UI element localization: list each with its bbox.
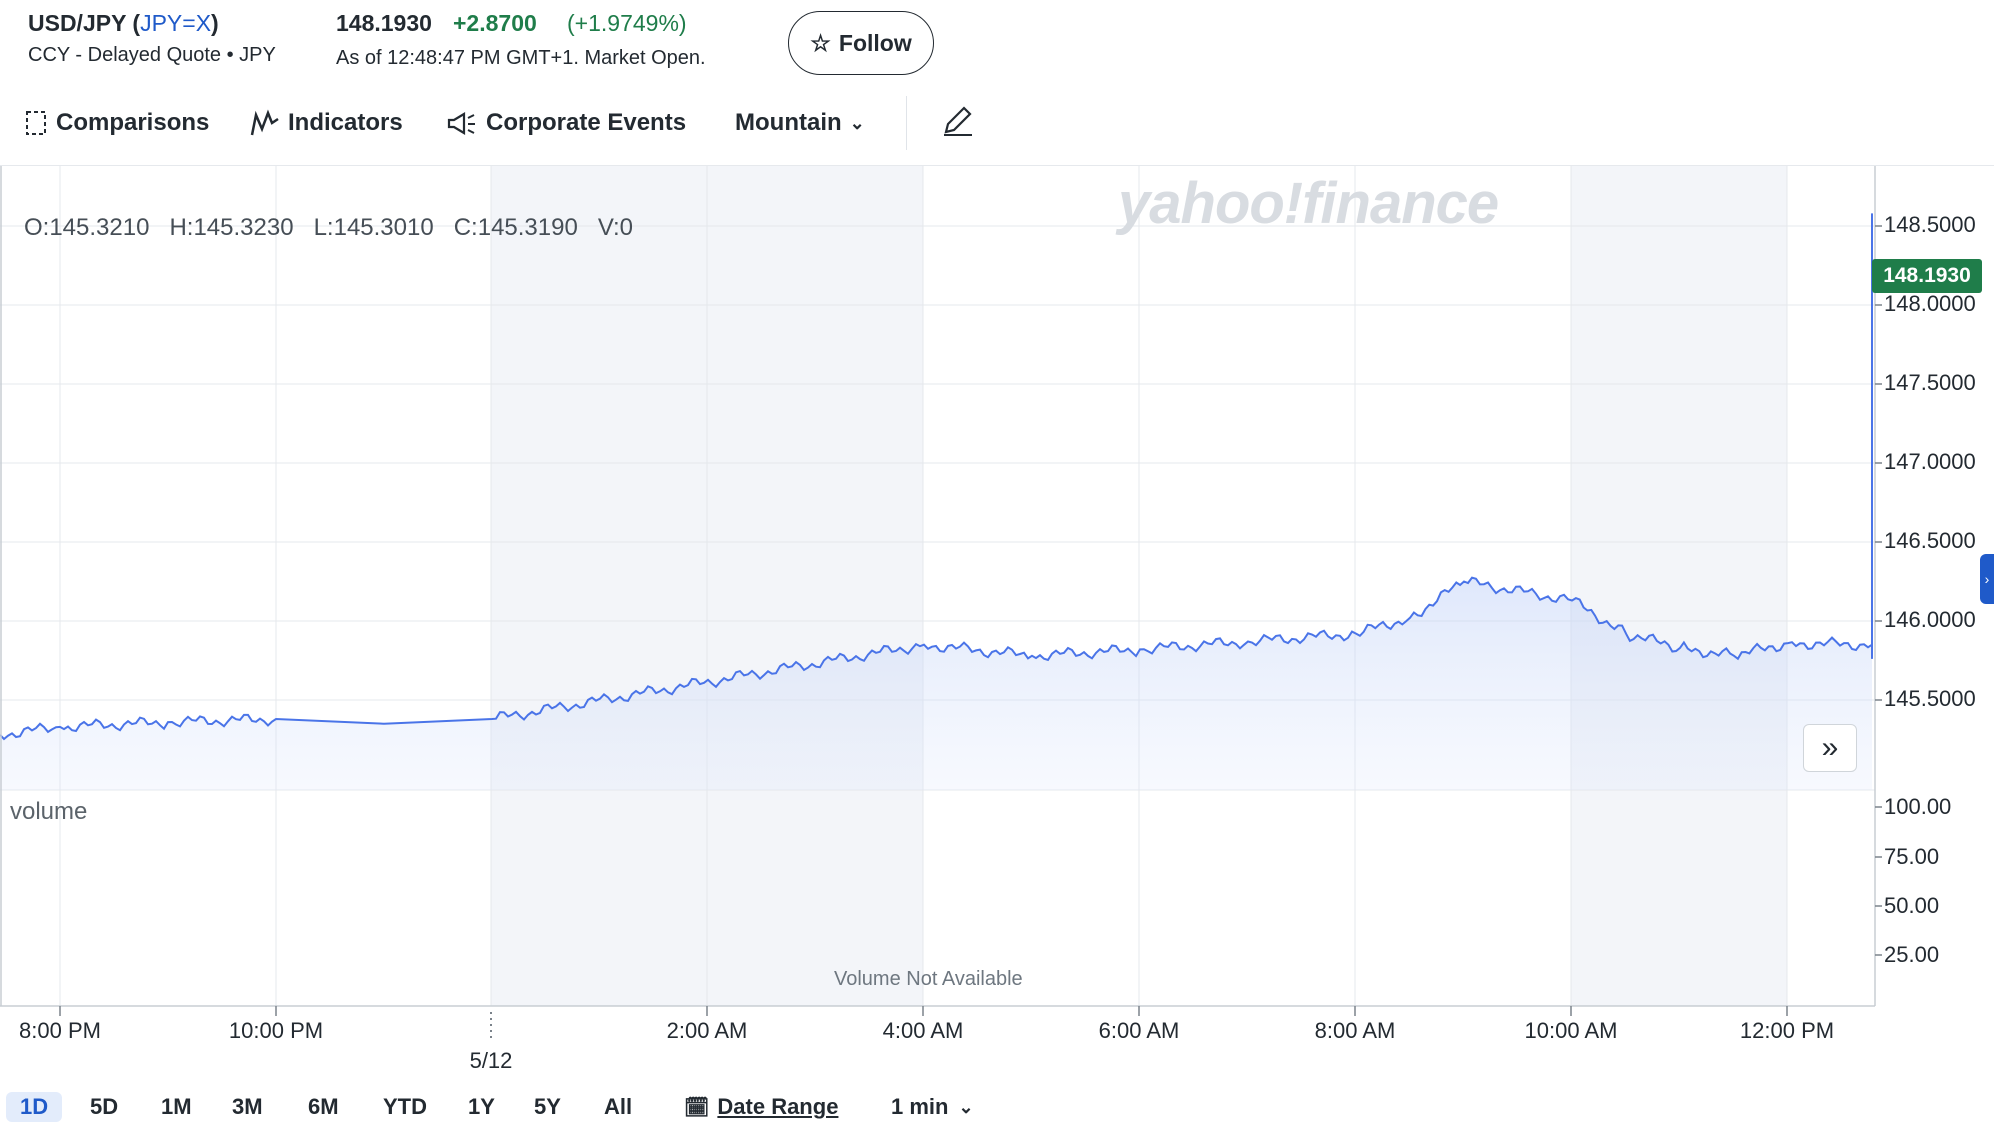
x-tick-label: 6:00 AM	[1098, 1018, 1180, 1043]
current-price-tag: 148.1930	[1872, 259, 1982, 293]
chart-type-dropdown[interactable]: Mountain ⌄	[735, 108, 865, 138]
x-tick-label: 8:00 AM	[1314, 1018, 1396, 1043]
y-tick-label: 145.5000	[1884, 686, 1976, 711]
date-marker-label: 5/12	[469, 1048, 513, 1073]
date-range-button[interactable]: 🗓 Date Range	[684, 1092, 838, 1122]
y-tick-label: 147.5000	[1884, 370, 1976, 395]
market-status: As of 12:48:47 PM GMT+1. Market Open.	[336, 47, 706, 69]
ohlc-high: H:145.3230	[169, 214, 294, 241]
range-all[interactable]: All	[604, 1094, 633, 1119]
megaphone-icon	[447, 112, 475, 135]
follow-label: Follow	[838, 29, 912, 56]
volume-tick-label: 25.00	[1884, 942, 1940, 967]
price-change: +2.8700	[453, 10, 537, 36]
range-3m[interactable]: 3M	[232, 1094, 263, 1119]
comparisons-button[interactable]: Comparisons	[24, 108, 209, 138]
date-range-label: Date Range	[717, 1094, 839, 1119]
double-chevron-right-icon: »	[1821, 731, 1839, 764]
chart-top-border	[0, 165, 1994, 166]
interval-label: 1 min	[891, 1094, 949, 1119]
corporate-events-label: Corporate Events	[486, 109, 687, 136]
star-icon: ☆	[810, 29, 831, 56]
x-tick-label: 4:00 AM	[882, 1018, 964, 1043]
volume-tick-label: 100.00	[1884, 794, 1952, 819]
pair-title: USD/JPY (JPY=X)	[28, 10, 219, 36]
band-early-morning	[707, 166, 923, 1006]
follow-button[interactable]: ☆ Follow	[788, 11, 934, 75]
interval-dropdown[interactable]: 1 min ⌄	[891, 1092, 974, 1122]
chevron-down-icon: ⌄	[849, 112, 865, 133]
yahoo-finance-watermark: yahoo!finance	[1118, 171, 1499, 236]
x-gridlines	[59, 166, 1788, 1006]
comparisons-label: Comparisons	[56, 109, 210, 136]
range-6m[interactable]: 6M	[308, 1094, 339, 1119]
volume-tick-label: 75.00	[1884, 844, 1940, 869]
ohlc-volume: V:0	[597, 214, 633, 241]
current-price: 148.1930	[336, 10, 432, 36]
x-tick-label: 2:00 AM	[666, 1018, 748, 1043]
chevron-down-icon: ⌄	[958, 1096, 974, 1117]
band-night	[491, 166, 707, 1006]
side-panel-toggle[interactable]: ›	[1980, 554, 1994, 604]
y-tick-label: 147.0000	[1884, 449, 1976, 474]
pencil-icon	[944, 106, 972, 136]
range-1m[interactable]: 1M	[161, 1094, 192, 1119]
x-tick-label: 8:00 PM	[19, 1018, 101, 1043]
toolbar-divider	[906, 96, 907, 150]
indicators-button[interactable]: Indicators	[250, 108, 403, 138]
x-tick-label: 12:00 PM	[1739, 1018, 1835, 1043]
expand-chart-button[interactable]: »	[1803, 724, 1857, 772]
indicators-label: Indicators	[288, 109, 403, 136]
ohlc-close: C:145.3190	[453, 214, 578, 241]
indicators-icon	[250, 109, 279, 136]
range-ytd[interactable]: YTD	[383, 1094, 427, 1119]
ohlc-readout: O:145.3210 H:145.3230 L:145.3010 C:145.3…	[24, 214, 633, 242]
corporate-events-button[interactable]: Corporate Events	[446, 108, 686, 138]
draw-button[interactable]	[940, 102, 976, 143]
y-gridlines	[0, 225, 1875, 791]
y-ticks	[1875, 225, 1882, 956]
y-tick-label: 146.5000	[1884, 528, 1976, 553]
volume-label: volume	[10, 798, 88, 825]
y-tick-label: 148.0000	[1884, 291, 1976, 316]
volume-not-available: Volume Not Available	[834, 968, 1023, 990]
y-tick-label: 146.0000	[1884, 607, 1976, 632]
x-tick-label: 10:00 PM	[228, 1018, 324, 1043]
range-1y[interactable]: 1Y	[468, 1094, 495, 1119]
pair-name: USD/JPY	[28, 10, 127, 36]
symbol-link[interactable]: JPY=X	[140, 10, 212, 36]
volume-tick-label: 50.00	[1884, 893, 1940, 918]
ohlc-open: O:145.3210	[24, 214, 150, 241]
x-tick-label: 10:00 AM	[1524, 1018, 1618, 1043]
chevron-right-icon: ›	[1984, 571, 1990, 587]
x-ticks	[59, 1006, 1788, 1016]
price-change-percent: (+1.9749%)	[567, 10, 687, 36]
y-tick-label: 148.5000	[1884, 212, 1976, 237]
chart-type-label: Mountain	[735, 109, 842, 136]
price-line	[0, 213, 1873, 741]
price-area	[0, 213, 1872, 790]
band-morning	[1571, 166, 1787, 1006]
quote-subtitle: CCY - Delayed Quote • JPY	[28, 44, 276, 66]
range-1d[interactable]: 1D	[6, 1092, 63, 1122]
ohlc-low: L:145.3010	[313, 214, 434, 241]
range-5d[interactable]: 5D	[90, 1094, 119, 1119]
range-5y[interactable]: 5Y	[534, 1094, 561, 1119]
comparisons-icon	[26, 111, 46, 135]
calendar-icon: 🗓	[684, 1096, 710, 1119]
